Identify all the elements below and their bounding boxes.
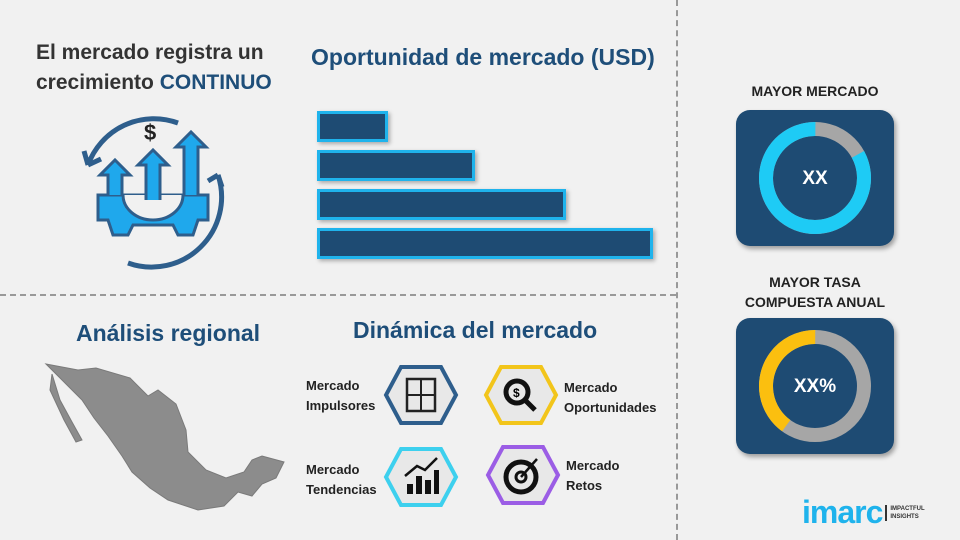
- imarc-logo: imarc IMPACTFUL INSIGHTS: [802, 494, 925, 530]
- logo-wordmark: imarc: [802, 494, 883, 530]
- mexico-map: [44, 363, 285, 511]
- donut-fill: [759, 122, 871, 234]
- headline-emphasis: CONTINUO: [159, 71, 272, 94]
- dynamics-title: Dinámica del mercado: [353, 317, 598, 343]
- donut-cagr: [759, 330, 872, 442]
- donut-largest-market: [759, 122, 871, 234]
- growth-chart-icon: [404, 457, 439, 494]
- growth-gear-icon: $: [81, 116, 225, 270]
- trends-label: Mercado Tendencias: [306, 462, 377, 497]
- bar-2: [317, 150, 475, 181]
- opportunities-label: Mercado Oportunidades: [564, 380, 657, 415]
- kpi-largest-market-value: XX: [802, 168, 828, 189]
- bar-1: [317, 111, 388, 142]
- kpi-cagr-card: XX%: [736, 318, 894, 454]
- headline-line1: El mercado registra un: [36, 41, 264, 64]
- target-icon: [503, 458, 539, 495]
- regional-title: Análisis regional: [76, 320, 261, 346]
- horizontal-divider: [0, 294, 676, 296]
- magnifier-dollar-icon: $: [503, 378, 537, 412]
- kpi-largest-market-card: XX: [736, 110, 894, 246]
- challenges-label: Mercado Retos: [566, 458, 620, 493]
- challenges-hex[interactable]: [485, 444, 561, 506]
- kpi-cagr-value: XX%: [793, 376, 837, 397]
- bar-3: [317, 189, 566, 220]
- bar-4: [317, 228, 653, 259]
- trends-hex[interactable]: [383, 446, 459, 508]
- headline: El mercado registra un crecimiento CONTI…: [36, 38, 272, 98]
- opportunity-title: Oportunidad de mercado (USD): [311, 44, 655, 70]
- svg-text:$: $: [144, 120, 156, 145]
- drivers-hex[interactable]: [383, 364, 459, 426]
- vertical-divider: [676, 0, 678, 540]
- headline-prefix: crecimiento: [36, 71, 160, 94]
- svg-text:$: $: [513, 386, 520, 400]
- opportunities-hex[interactable]: $: [483, 364, 559, 426]
- kpi-cagr-title: MAYOR TASA COMPUESTA ANUAL: [744, 274, 886, 310]
- puzzle-icon: [405, 377, 437, 413]
- kpi-largest-market-title: MAYOR MERCADO: [751, 83, 879, 99]
- drivers-label: Mercado Impulsores: [306, 378, 376, 413]
